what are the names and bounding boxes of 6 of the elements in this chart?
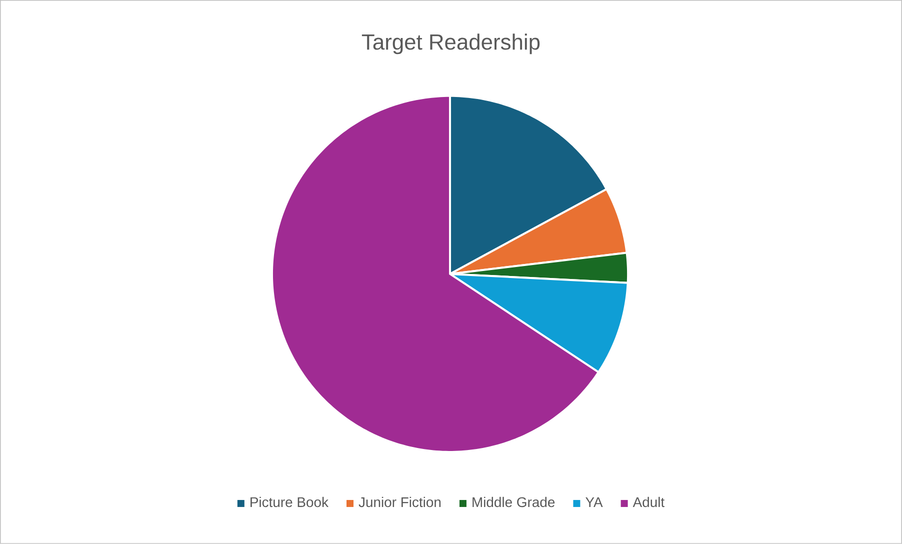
chart-title: Target Readership [362,34,540,54]
legend-label: Middle Grade [472,496,555,508]
legend-label: Adult [632,496,664,508]
legend-label: YA [586,497,603,508]
legend-label: Junior Fiction [358,496,441,508]
legend-label: Picture Book [250,496,329,508]
